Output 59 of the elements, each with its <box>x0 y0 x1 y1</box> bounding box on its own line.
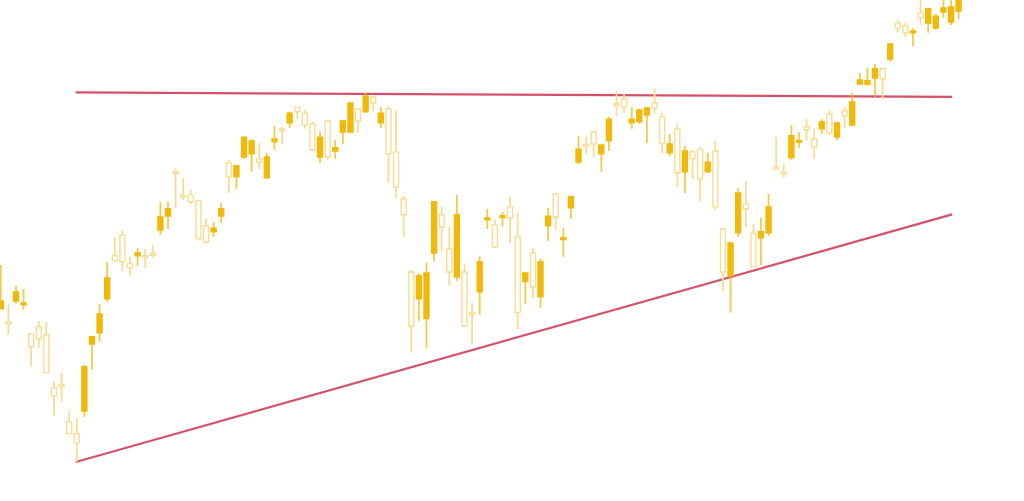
candlestick <box>605 115 613 152</box>
candlestick <box>134 247 141 267</box>
candlestick <box>666 133 673 157</box>
candlestick <box>925 6 932 34</box>
candlestick <box>522 271 529 305</box>
candlestick <box>742 180 749 228</box>
candlestick <box>575 134 582 165</box>
candlestick <box>810 127 818 160</box>
candlestick <box>400 194 407 238</box>
candlestick <box>552 192 559 231</box>
candlestick <box>909 27 917 48</box>
candlestick <box>871 63 879 98</box>
candlestick <box>218 201 225 224</box>
candlestick <box>582 136 590 155</box>
candlestick <box>73 416 80 463</box>
candlestick <box>377 106 385 129</box>
candlestick <box>803 118 810 142</box>
candlestick <box>180 176 187 201</box>
candlestick <box>12 284 20 305</box>
candlestick <box>263 151 271 180</box>
candlestick <box>233 164 240 190</box>
candlestick <box>651 86 658 115</box>
candlestick <box>316 130 324 164</box>
candlestick <box>103 260 111 303</box>
candlestick <box>27 332 35 368</box>
candlestick <box>590 130 597 158</box>
candlestick <box>544 206 552 242</box>
candlestick <box>484 207 491 230</box>
candlestick <box>96 302 103 343</box>
candlestick <box>681 145 689 194</box>
candlestick <box>598 144 605 173</box>
candlestick <box>560 227 567 258</box>
candlestick <box>126 255 134 277</box>
candlestick <box>65 410 73 435</box>
candlestick <box>172 167 179 209</box>
candlestick <box>5 303 12 336</box>
candlestick <box>841 106 848 129</box>
candlestick <box>332 139 339 160</box>
candlestick <box>362 91 369 115</box>
candlestick <box>772 136 780 171</box>
candlestick <box>848 91 856 127</box>
candlestick <box>879 67 886 101</box>
candlestick <box>704 151 711 174</box>
candlestick <box>506 195 514 244</box>
candlestick <box>58 371 65 403</box>
candlestick <box>256 142 263 170</box>
candlestick <box>20 288 27 311</box>
candlestick <box>917 0 924 26</box>
candlestick <box>271 125 278 151</box>
candlestick <box>446 225 453 287</box>
candlestick <box>141 247 149 269</box>
candlestick <box>354 107 362 134</box>
candlestick <box>826 108 833 136</box>
candlestick <box>225 158 233 194</box>
candlestick <box>438 205 445 253</box>
candlestick <box>50 380 58 417</box>
candlestick <box>88 334 96 371</box>
candlestick <box>491 218 499 249</box>
candlestick <box>278 126 286 145</box>
